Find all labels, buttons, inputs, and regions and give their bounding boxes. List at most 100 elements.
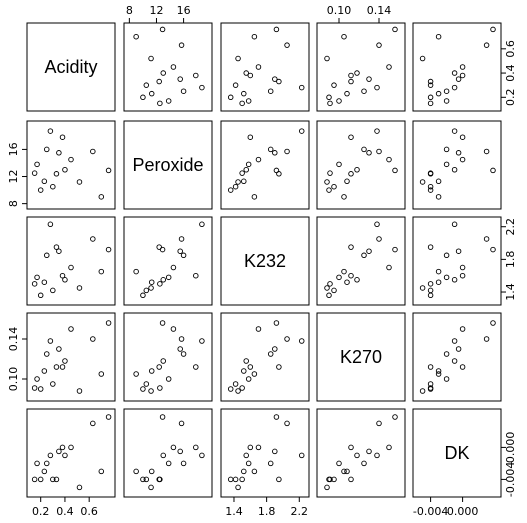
point-k270-vs-acidity-6 [50, 381, 56, 387]
point-dk-vs-peroxide-12 [148, 484, 154, 491]
point-dk-vs-k232-4 [267, 460, 274, 467]
point-k232-vs-dk-1 [443, 274, 450, 281]
point-dk-vs-k232-3 [241, 468, 247, 475]
point-acidity-vs-dk-12 [419, 55, 426, 62]
point-peroxide-vs-k232-9 [247, 134, 254, 140]
point-acidity-vs-peroxide-13 [178, 42, 185, 48]
point-k270-vs-k232-12 [235, 388, 241, 394]
point-k270-vs-peroxide-8 [177, 346, 183, 352]
point-peroxide-vs-k270-15 [392, 167, 398, 174]
point-k270-vs-acidity-4 [44, 351, 50, 357]
point-k232-vs-acidity-12 [76, 285, 83, 291]
point-k270-vs-peroxide-7 [156, 364, 162, 370]
point-k270-vs-dk-12 [419, 388, 426, 394]
right-tick-label-acidity-0: 0.2 [504, 89, 517, 107]
point-k270-vs-peroxide-0 [157, 385, 163, 391]
diagonal-label-peroxide: Peroxide [132, 155, 203, 175]
point-k270-vs-k232-9 [247, 364, 254, 370]
point-k232-vs-dk-3 [435, 279, 442, 285]
point-peroxide-vs-k232-10 [243, 166, 249, 173]
panel-peroxide-vs-k232 [220, 120, 310, 210]
point-dk-vs-k270-6 [331, 476, 337, 483]
point-acidity-vs-k232-3 [241, 90, 247, 97]
point-peroxide-vs-acidity-12 [76, 179, 83, 185]
point-acidity-vs-k232-15 [273, 26, 280, 33]
point-acidity-vs-peroxide-0 [157, 100, 163, 107]
point-peroxide-vs-acidity-0 [31, 170, 38, 176]
panel-acidity-vs-dk [412, 22, 502, 112]
point-k232-vs-acidity-2 [37, 292, 44, 299]
point-acidity-vs-dk-14 [435, 33, 442, 40]
point-dk-vs-k232-13 [284, 420, 290, 427]
point-acidity-vs-k232-10 [243, 70, 249, 76]
point-acidity-vs-dk-3 [435, 90, 442, 97]
point-acidity-vs-peroxide-12 [148, 55, 154, 62]
point-dk-vs-k232-14 [251, 468, 258, 475]
point-k270-vs-k232-3 [241, 368, 247, 374]
panel-acidity-vs-k232 [220, 22, 310, 112]
point-k270-vs-peroxide-9 [193, 364, 199, 370]
point-k232-vs-peroxide-15 [159, 246, 166, 253]
point-peroxide-vs-k270-6 [331, 183, 337, 190]
point-peroxide-vs-k270-7 [348, 171, 354, 177]
point-k232-vs-dk-13 [483, 236, 490, 242]
point-k270-vs-dk-7 [427, 364, 434, 370]
point-k270-vs-acidity-2 [37, 386, 44, 392]
point-dk-vs-acidity-11 [68, 444, 74, 451]
point-peroxide-vs-acidity-8 [56, 150, 62, 156]
point-k270-vs-acidity-10 [62, 358, 68, 364]
top-tick-label-k270-1: 0.14 [367, 4, 392, 17]
point-k232-vs-acidity-3 [41, 279, 48, 285]
point-k270-vs-dk-3 [435, 368, 442, 374]
point-peroxide-vs-acidity-9 [59, 134, 66, 140]
point-k270-vs-dk-11 [459, 326, 466, 332]
point-k232-vs-k270-10 [354, 277, 360, 283]
point-peroxide-vs-acidity-6 [50, 183, 56, 190]
point-peroxide-vs-dk-12 [419, 179, 426, 185]
point-dk-vs-acidity-4 [44, 460, 50, 467]
left-tick-label-peroxide-1: 12 [7, 170, 20, 184]
point-acidity-vs-k232-1 [245, 98, 252, 104]
point-acidity-vs-dk-6 [427, 82, 434, 88]
point-peroxide-vs-k232-12 [235, 179, 241, 185]
point-peroxide-vs-dk-10 [451, 166, 458, 173]
point-acidity-vs-k270-2 [326, 94, 332, 101]
point-k232-vs-acidity-4 [44, 252, 50, 259]
point-k270-vs-acidity-8 [56, 346, 62, 352]
point-k270-vs-dk-14 [435, 371, 442, 377]
bottom-tick-label-dk-0: -0.004 [413, 505, 448, 518]
panel-acidity-vs-acidity [26, 22, 116, 112]
point-k232-vs-k270-6 [331, 287, 337, 294]
point-dk-vs-peroxide-15 [159, 414, 166, 420]
panel-dk-vs-k270 [316, 408, 406, 498]
point-k270-vs-acidity-14 [98, 371, 105, 377]
point-peroxide-vs-k232-6 [232, 183, 239, 190]
point-peroxide-vs-acidity-15 [105, 167, 112, 174]
point-acidity-vs-k270-1 [336, 98, 342, 104]
point-k232-vs-peroxide-3 [148, 279, 155, 285]
point-k232-vs-k270-13 [376, 236, 382, 242]
panel-k232-vs-dk [412, 216, 502, 306]
point-peroxide-vs-k232-3 [241, 178, 247, 185]
point-peroxide-vs-k232-1 [245, 161, 252, 168]
panel-k232-vs-k232 [220, 216, 310, 306]
right-tick-label-k232-0: 1.4 [504, 283, 517, 301]
point-k270-vs-dk-6 [427, 381, 434, 387]
point-acidity-vs-k270-7 [348, 78, 354, 85]
point-k270-vs-peroxide-11 [170, 326, 177, 332]
point-dk-vs-acidity-3 [41, 468, 48, 475]
panel-k270-vs-peroxide [123, 312, 213, 402]
top-tick-label-peroxide-2: 16 [177, 4, 191, 17]
panel-peroxide-vs-dk [412, 120, 502, 210]
point-acidity-vs-peroxide-7 [156, 78, 162, 85]
point-k232-vs-acidity-1 [34, 274, 40, 281]
point-dk-vs-k232-7 [276, 476, 282, 483]
point-k232-vs-dk-7 [427, 244, 434, 250]
point-k270-vs-acidity-15 [105, 320, 112, 326]
point-k232-vs-dk-4 [443, 252, 450, 259]
point-peroxide-vs-k232-13 [284, 148, 290, 155]
point-k232-vs-acidity-6 [50, 287, 56, 294]
point-peroxide-vs-k270-9 [348, 134, 354, 140]
point-dk-vs-peroxide-11 [170, 444, 177, 451]
